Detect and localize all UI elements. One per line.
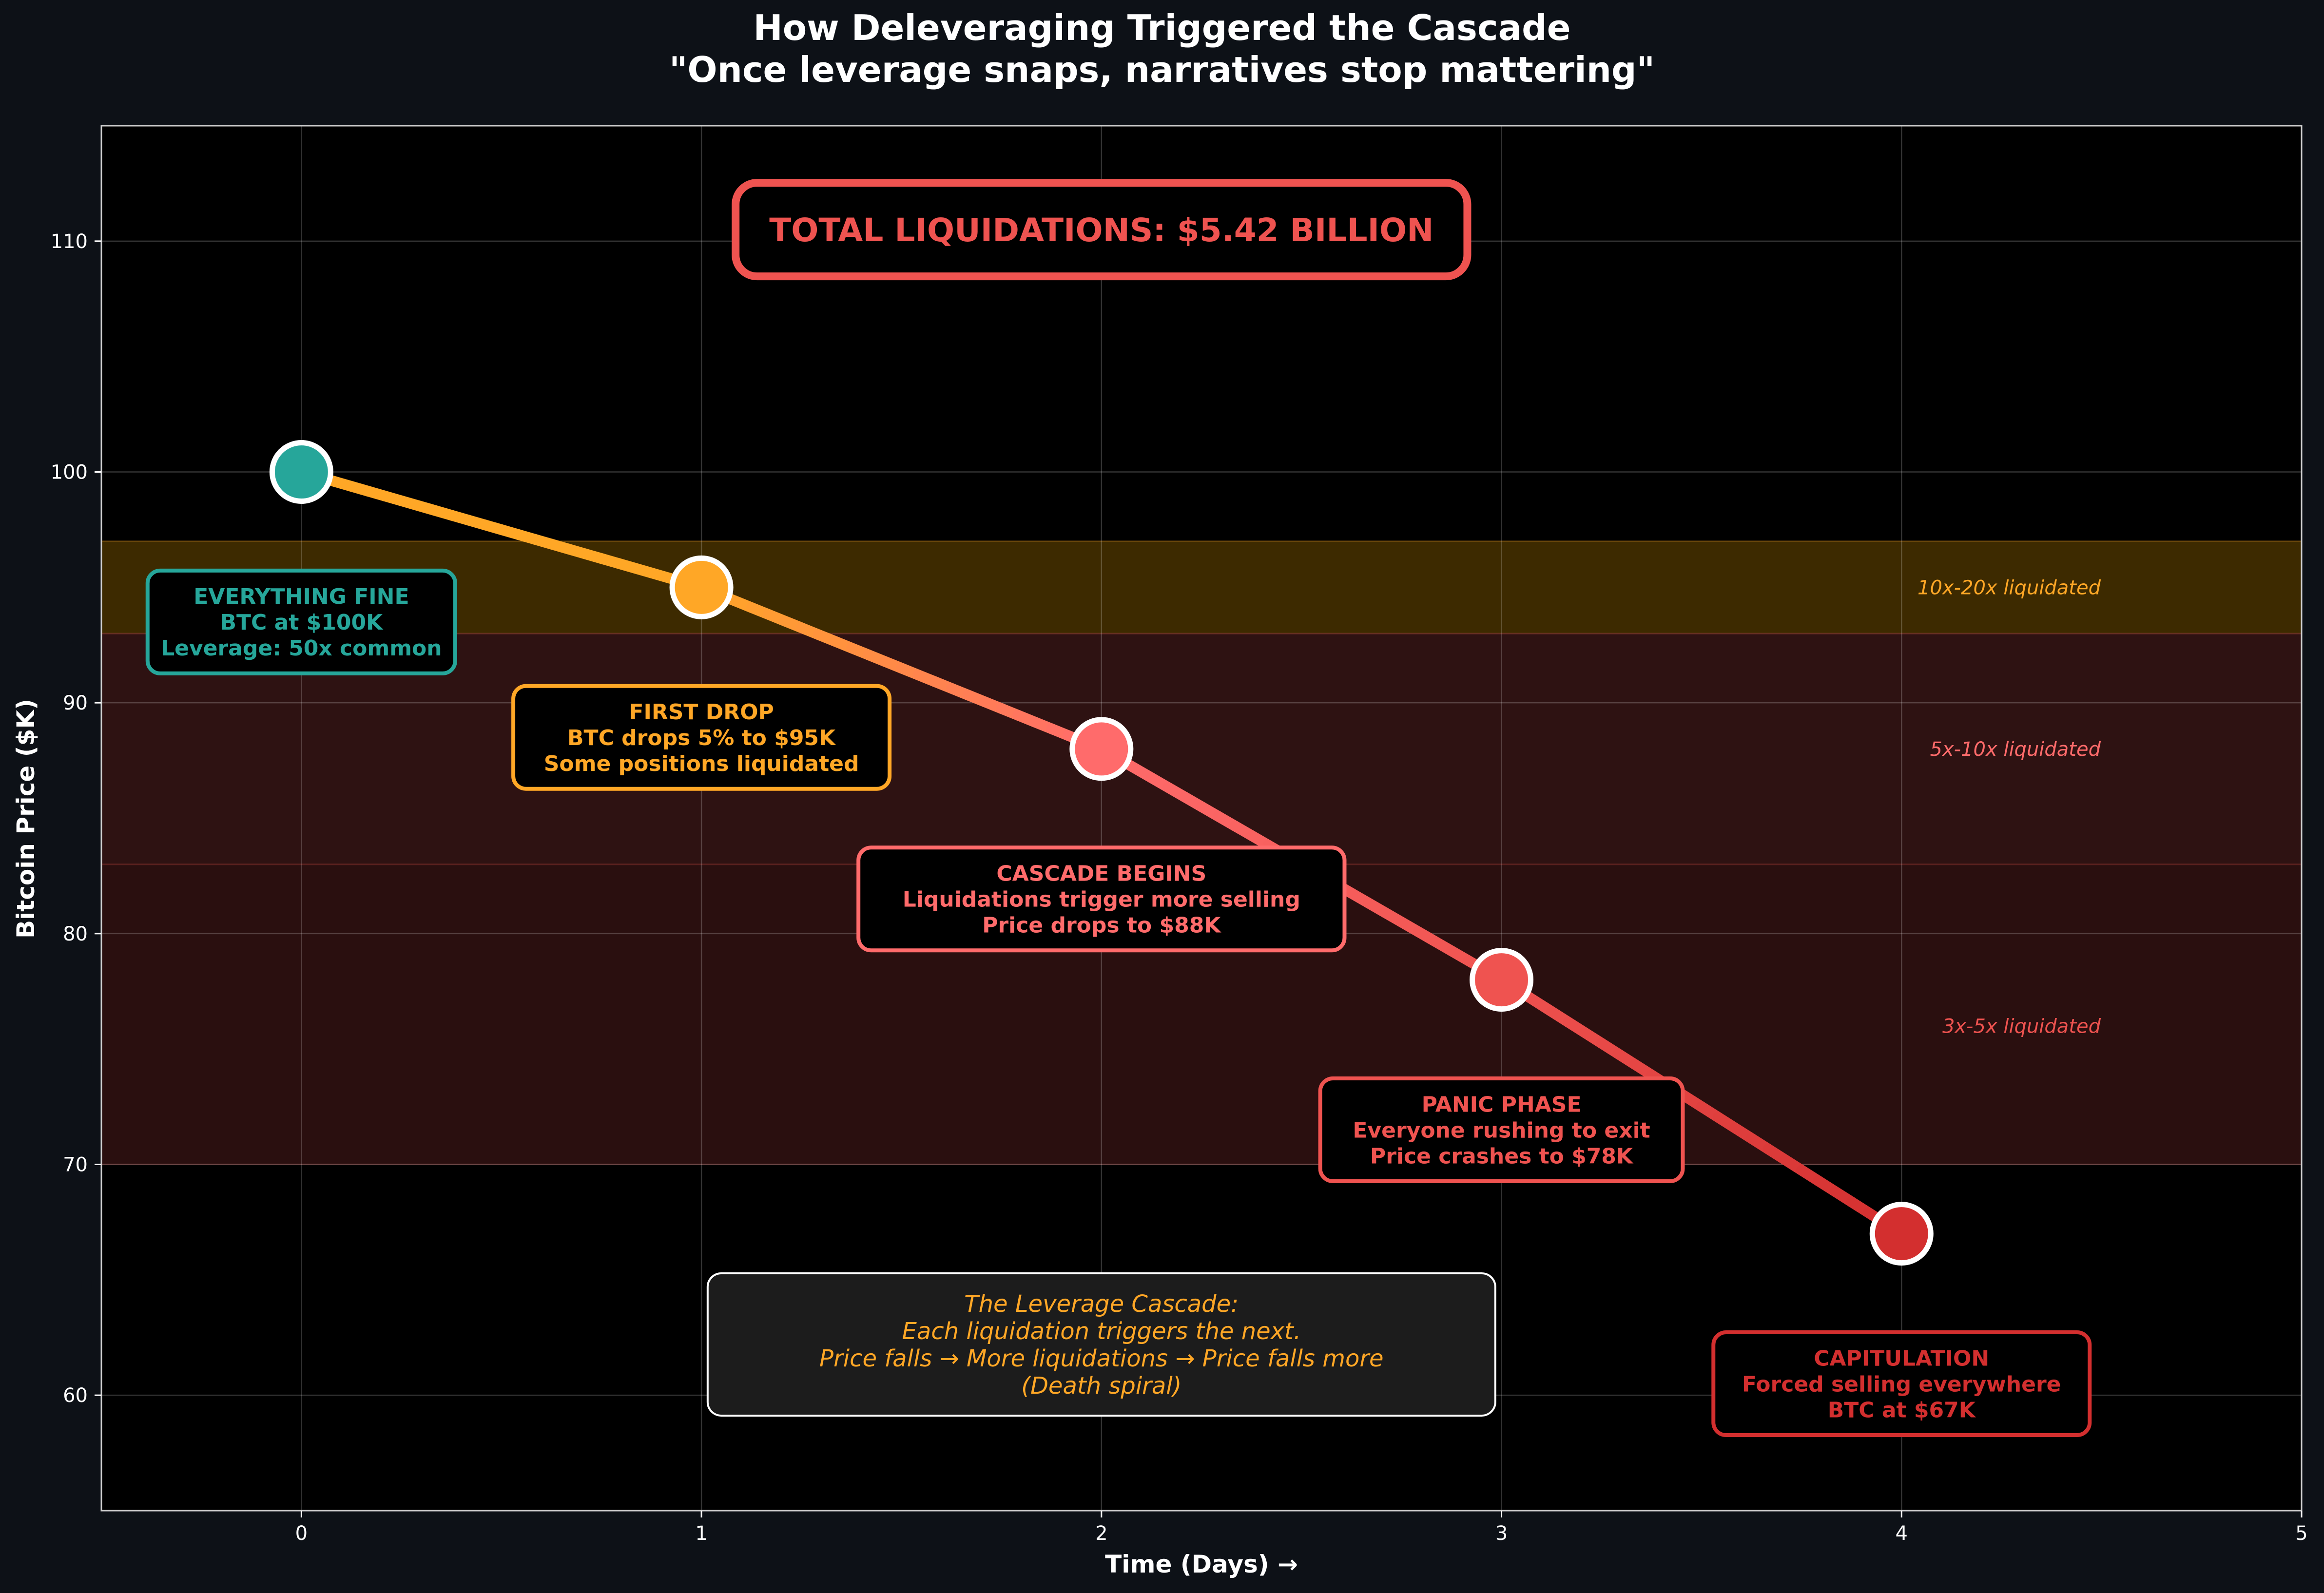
annotation-box-line: Price crashes to $78K: [1370, 1144, 1634, 1169]
zone-label: 10x-20x liquidated: [1917, 576, 2101, 599]
annotation-box-line: CASCADE BEGINS: [996, 862, 1206, 886]
total-box-frame: [732, 179, 1472, 281]
x-tick-label: 2: [1095, 1522, 1107, 1545]
axis-ticks: 0 1 2 3 4 5 60 70 80 90 100 110: [51, 230, 2308, 1545]
price-point: [1069, 717, 1134, 781]
annotation-box-frame: [856, 845, 1347, 953]
chart-subtitle: "Once leverage snaps, narratives stop ma…: [669, 49, 1655, 90]
annotation-box-line: CAPITULATION: [1814, 1346, 1989, 1371]
price-point: [269, 440, 333, 504]
annotation-box-frame: [511, 684, 892, 791]
annotation-box-line: Price drops to $88K: [982, 913, 1221, 938]
y-tick-label: 80: [63, 923, 88, 945]
x-tick-label: 5: [2295, 1522, 2307, 1545]
y-tick-label: 90: [63, 692, 88, 714]
y-axis-label: Bitcoin Price ($K): [12, 699, 40, 939]
y-tick-label: 110: [51, 230, 88, 253]
note-box-line: Each liquidation triggers the next.: [902, 1318, 1301, 1345]
price-point: [669, 555, 734, 619]
annotation-box-line: Liquidations trigger more selling: [903, 887, 1300, 912]
note-box: The Leverage Cascade:Each liquidation tr…: [706, 1272, 1496, 1417]
y-tick-label: 60: [63, 1384, 88, 1407]
zone-band: [101, 541, 2302, 634]
x-tick-label: 0: [295, 1522, 308, 1545]
zone-label: 3x-5x liquidated: [1942, 1015, 2101, 1037]
annotation-box-line: BTC at $100K: [220, 610, 384, 635]
zone-label: 5x-10x liquidated: [1930, 738, 2101, 761]
price-point: [1470, 948, 1534, 1012]
annotation-box-line: BTC drops 5% to $95K: [567, 726, 836, 750]
chart-title: How Deleveraging Triggered the Cascade: [753, 7, 1570, 48]
price-points: [269, 440, 1934, 1266]
note-box-line: Price falls → More liquidations → Price …: [819, 1345, 1384, 1372]
annotation-box-line: BTC at $67K: [1828, 1398, 1976, 1422]
annotation-box-frame: [145, 568, 457, 675]
price-point: [1869, 1202, 1934, 1266]
total-liquidations-text: TOTAL LIQUIDATIONS: $5.42 BILLION: [769, 211, 1433, 249]
annotation-box-frame: [1711, 1330, 2092, 1437]
zone-band: [101, 633, 2302, 864]
annotation-box-line: EVERYTHING FINE: [194, 584, 409, 609]
annotation-box-frame: [1318, 1076, 1685, 1183]
annotation-box-line: FIRST DROP: [629, 700, 774, 725]
annotation-box-line: Leverage: 50x common: [161, 636, 442, 661]
y-tick-label: 100: [51, 461, 88, 484]
x-tick-label: 1: [695, 1522, 707, 1545]
annotation-box-line: Forced selling everywhere: [1742, 1372, 2061, 1397]
y-tick-label: 70: [63, 1154, 88, 1176]
x-axis-label: Time (Days) →: [1105, 1550, 1298, 1578]
note-box-line: (Death spiral): [1021, 1372, 1181, 1400]
annotation-box-line: Some positions liquidated: [544, 751, 859, 776]
annotation-box-line: Everyone rushing to exit: [1353, 1118, 1650, 1143]
note-box-frame: [706, 1272, 1496, 1417]
note-box-line: The Leverage Cascade:: [964, 1290, 1239, 1318]
total-liquidations-box: TOTAL LIQUIDATIONS: $5.42 BILLION: [732, 179, 1472, 281]
annotation-box-line: PANIC PHASE: [1422, 1092, 1582, 1117]
plot-frame: [100, 125, 2303, 1512]
x-tick-label: 4: [1896, 1522, 1908, 1545]
x-tick-label: 3: [1495, 1522, 1508, 1545]
